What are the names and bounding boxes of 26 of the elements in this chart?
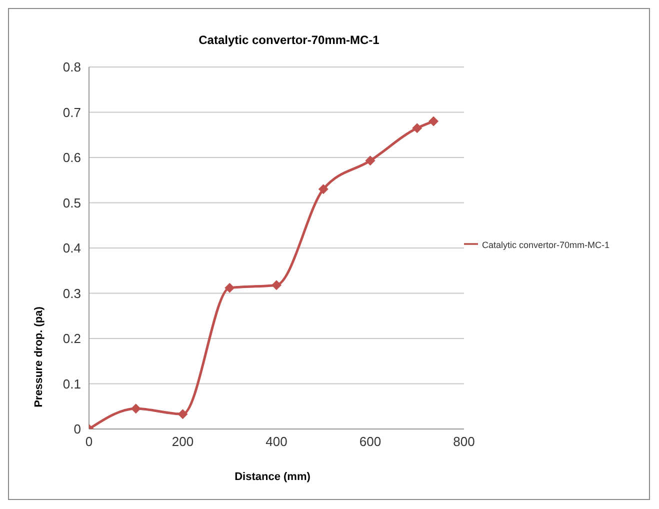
y-axis-title: Pressure drop. (pa) xyxy=(33,306,45,408)
y-tick-label: 0.7 xyxy=(62,104,81,120)
y-tick-label: 0.4 xyxy=(62,240,81,256)
point xyxy=(178,409,188,420)
point xyxy=(365,156,376,166)
x-tick-label: 400 xyxy=(266,434,288,450)
point xyxy=(318,184,328,194)
y-tick-label: 0.5 xyxy=(62,195,81,210)
x-axis-title: Distance (mm) xyxy=(234,471,312,483)
x-tick-label: 200 xyxy=(172,434,194,450)
point xyxy=(428,116,439,126)
point xyxy=(272,280,282,290)
point xyxy=(224,282,235,293)
x-tick-label: 600 xyxy=(359,434,382,450)
legend-label: Catalytic convertor-70mm-MC-1 xyxy=(482,240,610,250)
point xyxy=(412,123,422,134)
x-tick-label: 800 xyxy=(453,434,475,450)
y-tick-label: 0.2 xyxy=(62,331,81,346)
x-tick-label: 0 xyxy=(85,434,93,450)
chart-title: Catalytic convertor-70mm-MC-1 xyxy=(198,33,380,47)
point xyxy=(130,404,141,414)
y-tick-label: 0.3 xyxy=(62,286,81,301)
y-tick-label: 0.6 xyxy=(62,150,81,166)
y-tick-label: 0 xyxy=(74,422,81,437)
y-tick-label: 0.1 xyxy=(62,376,81,392)
y-tick-label: 0.8 xyxy=(62,60,81,75)
